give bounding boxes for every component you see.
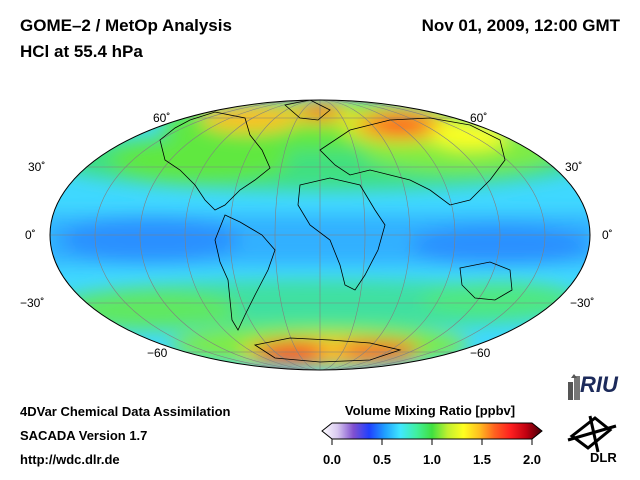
colorbar-title: Volume Mixing Ratio [ppbv] — [344, 403, 516, 418]
lat-label-right-60: 60˚ — [470, 111, 487, 125]
coastlines — [159, 100, 513, 363]
footer-method: 4DVar Chemical Data Assimilation — [20, 404, 231, 419]
australia-coastline — [459, 261, 513, 301]
lat-label-right-minus-60: −60 — [470, 346, 491, 360]
footer-version: SACADA Version 1.7 — [20, 428, 148, 443]
south-america-coastline — [214, 214, 276, 331]
lat-label-left-minus-30: −30˚ — [20, 296, 44, 310]
map-title: GOME–2 / MetOp Analysis — [20, 16, 232, 35]
lat-label-right-0: 0˚ — [602, 228, 613, 242]
eurasia-coastline — [319, 117, 506, 206]
riu-logo-icon — [568, 374, 580, 400]
lat-label-left-60: 60˚ — [153, 111, 170, 125]
colorbar-tick-label: 0.5 — [372, 452, 392, 467]
dlr-logo-icon — [567, 415, 617, 453]
footer-url: http://wdc.dlr.de — [20, 452, 120, 467]
colorbar-tick-label: 0.0 — [322, 452, 342, 467]
lat-label-left-30: 30˚ — [28, 160, 45, 174]
map-subtitle: HCl at 55.4 hPa — [20, 42, 143, 61]
colorbar-tick-label: 2.0 — [522, 452, 542, 467]
colorbar-tick-label: 1.5 — [472, 452, 492, 467]
north-america-coastline — [159, 111, 271, 211]
graticule — [50, 100, 590, 370]
antarctica-coastline — [253, 337, 402, 363]
lat-label-left-minus-60: −60 — [147, 346, 168, 360]
dlr-logo-text: DLR — [590, 450, 617, 465]
map-border — [49, 99, 591, 371]
analysis-datetime: Nov 01, 2009, 12:00 GMT — [421, 16, 620, 35]
greenland-coastline — [284, 100, 331, 121]
hcl-field — [50, 100, 590, 370]
lat-label-left-0: 0˚ — [25, 228, 36, 242]
lat-label-right-30: 30˚ — [565, 160, 582, 174]
africa-coastline — [297, 177, 386, 291]
riu-logo-text: RIU — [580, 372, 618, 397]
lat-label-right-minus-30: −30˚ — [570, 296, 594, 310]
colorbar-tick-label: 1.0 — [422, 452, 442, 467]
